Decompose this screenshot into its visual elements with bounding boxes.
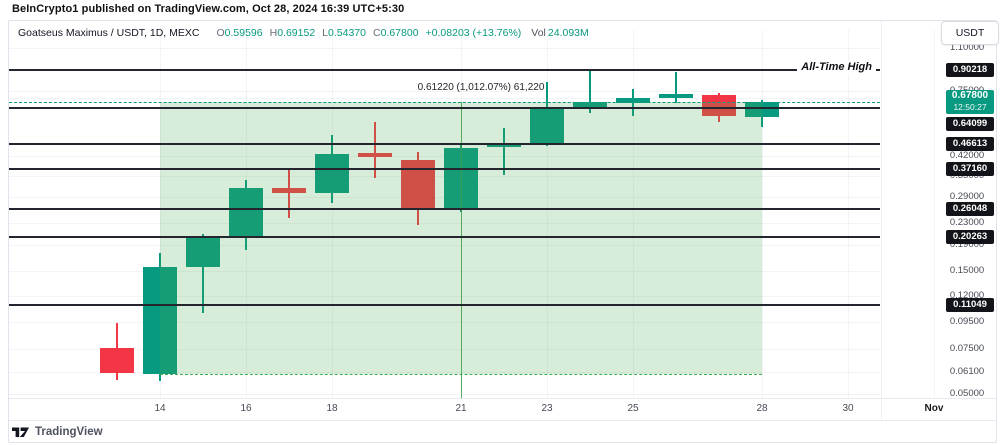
candle-wick (589, 70, 591, 113)
tradingview-attribution-link[interactable]: TradingView (12, 425, 103, 439)
candle-body (315, 153, 349, 194)
time-tick-label: 25 (627, 403, 639, 414)
price-tick-label: 0.42000 (949, 149, 985, 161)
time-axis[interactable]: 14 16 18 21 23 25 28 30 Nov (8, 398, 943, 420)
currency-toggle-button[interactable]: USDT (941, 21, 999, 45)
time-tick-label: Nov (924, 403, 944, 414)
price-level-badge: 0.46613 (946, 137, 994, 151)
ohlc-values: O0.59596 H0.69152 L0.54370 C0.67800 (209, 27, 418, 39)
candle-body (616, 97, 650, 103)
price-level-badge: 0.37160 (946, 162, 994, 177)
chart-frame (8, 20, 997, 443)
volume-value: 24.093M (547, 27, 589, 39)
candle-body (358, 153, 392, 157)
attribution-text: BeInCrypto1 published on TradingView.com… (12, 3, 405, 15)
price-tick-label: 0.29000 (949, 191, 985, 203)
candle-body (143, 267, 177, 374)
all-time-high-label: All-Time High (797, 61, 876, 74)
time-tick-label: 21 (455, 403, 467, 414)
candle-body (186, 237, 220, 267)
price-level-badge: 0.11049 (946, 298, 994, 313)
time-tick-label: 16 (240, 403, 252, 414)
price-tick-label: 0.06100 (949, 365, 985, 377)
price-tick-label: 0.07500 (949, 342, 985, 354)
candle-body (659, 94, 693, 98)
price-tick-label: 1.10000 (949, 41, 985, 53)
price-axis[interactable]: 1.100000.750000.700000.420000.350000.290… (881, 20, 997, 420)
price-tick-label: 0.23000 (949, 217, 985, 229)
ohlc-value: 0.69152 (277, 27, 316, 39)
time-tick-label: 23 (541, 403, 553, 414)
time-tick-label: 28 (756, 403, 768, 414)
measure-tool-label: 0.61220 (1,012.07%) 61,220 (417, 82, 545, 93)
price-level-badge: 0.26048 (946, 202, 994, 217)
candle-wick (202, 234, 204, 314)
price-level-badge: 0.64099 (946, 117, 994, 132)
price-tick-label: 0.19000 (949, 238, 985, 250)
candle-body (401, 160, 435, 211)
candle-body (100, 348, 134, 373)
candle-wick (374, 122, 376, 179)
ohlc-value: 0.59596 (224, 27, 263, 39)
candle-body (487, 143, 521, 148)
price-level-badge: 0.90218 (946, 63, 994, 77)
volume-label: Vol (531, 27, 546, 39)
candle-wick (503, 128, 505, 176)
time-tick-label: 18 (326, 403, 338, 414)
ohlc-key: C (372, 27, 381, 39)
candle-body (573, 102, 607, 107)
candle-wick (675, 72, 677, 104)
candle-body (229, 188, 263, 238)
symbol-legend: Goatseus Maximus / USDT, 1D, MEXC O0.5959… (18, 27, 589, 39)
tradingview-logo-icon (12, 427, 29, 437)
candle-body (702, 95, 736, 116)
current-price-badge: 0.67800 12:50:27 (946, 90, 994, 114)
ohlc-key: O (216, 27, 225, 39)
price-tick-label: 0.05000 (949, 388, 985, 400)
ohlc-key: H (269, 27, 278, 39)
price-tick-label: 0.12000 (949, 290, 985, 301)
time-tick-label: 14 (154, 403, 166, 414)
tradingview-logo-text: TradingView (35, 426, 103, 438)
price-tick-label: 0.09500 (949, 316, 985, 328)
price-tick-label: 0.15000 (949, 265, 985, 276)
candle-body (530, 106, 564, 144)
price-level-badge: 0.20263 (946, 230, 994, 245)
candle-body (272, 188, 306, 194)
time-tick-label: 30 (842, 403, 854, 414)
ohlc-value: 0.67800 (380, 27, 419, 39)
symbol-title[interactable]: Goatseus Maximus / USDT, 1D, MEXC (18, 27, 200, 39)
ohlc-value: 0.54370 (328, 27, 366, 39)
ohlc-key: L (322, 27, 329, 39)
change-value: +0.08203 (+13.76%) (425, 27, 522, 39)
